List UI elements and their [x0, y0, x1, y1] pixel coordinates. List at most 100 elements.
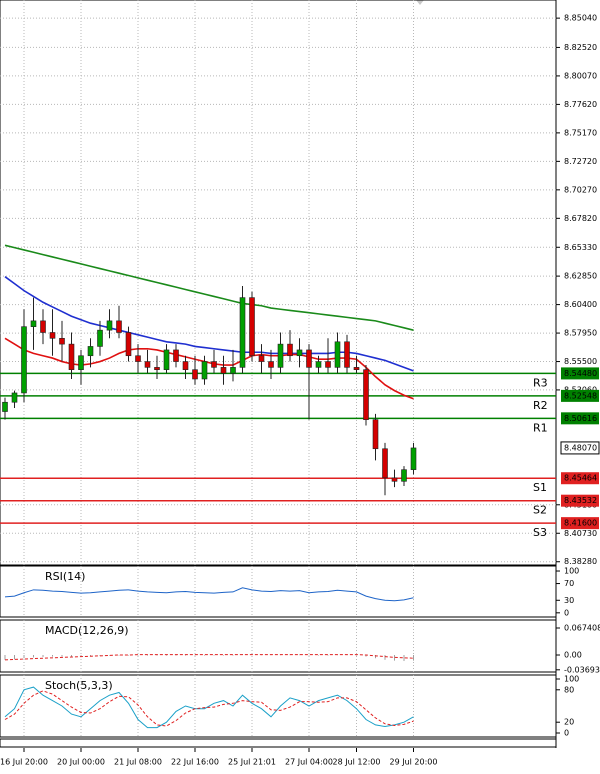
pivot-box	[561, 517, 599, 530]
candle-body	[163, 349, 170, 370]
candle-body	[78, 355, 84, 370]
macd-histogram-bar	[23, 655, 25, 659]
candle-body	[258, 355, 265, 362]
macd-histogram-bar	[356, 655, 357, 656]
macd-histogram-bar	[299, 654, 300, 656]
candle-body	[401, 469, 407, 482]
candle-body	[97, 329, 103, 347]
macd-histogram-bar	[403, 655, 405, 662]
candle-body	[49, 332, 56, 339]
macd-histogram-bar	[71, 655, 72, 657]
x-tick-label: 29 Jul 20:00	[390, 758, 438, 767]
macd-histogram-bar	[223, 655, 224, 656]
candle-body	[344, 341, 350, 368]
candle-body	[391, 477, 398, 482]
candle-body	[192, 369, 198, 380]
candle-body	[87, 346, 94, 357]
y-tick-label: 8.75170	[564, 128, 597, 137]
candle-body	[59, 338, 65, 345]
macd-histogram-bar	[185, 655, 186, 656]
y-tick-label: 30	[564, 596, 574, 605]
candle-body	[182, 361, 189, 370]
y-tick-label: 8.40730	[564, 529, 597, 538]
y-tick-label: 80	[564, 685, 574, 694]
candle-body	[353, 367, 360, 370]
macd-histogram-bar	[175, 655, 177, 656]
candle-body	[363, 369, 369, 420]
y-tick-label: 70	[564, 579, 574, 588]
pivot-name: R1	[533, 421, 548, 434]
pivot-label: 8.52548	[564, 391, 597, 400]
candle-body	[125, 332, 132, 357]
y-tick-label: 100	[564, 567, 579, 576]
macd-histogram-bar	[318, 655, 319, 656]
panel-title: Stoch(5,3,3)	[45, 679, 113, 692]
candle-body	[154, 367, 160, 370]
candle-body	[249, 297, 255, 357]
macd-histogram-bar	[147, 655, 148, 656]
pivot-label: 8.54480	[564, 369, 597, 378]
candle-body	[220, 367, 227, 374]
candle-body	[144, 361, 151, 368]
macd-histogram-bar	[413, 655, 414, 661]
macd-histogram-bar	[384, 655, 386, 660]
macd-histogram-bar	[365, 655, 367, 657]
macd-histogram-bar	[194, 655, 196, 656]
y-tick-label: 8.82520	[564, 43, 597, 52]
x-tick-label: 28 Jul 12:00	[333, 758, 381, 767]
macd-histogram-bar	[232, 655, 234, 656]
macd-histogram-bar	[327, 655, 329, 656]
panel-title: MACD(12,26,9)	[45, 624, 129, 637]
x-tick-label: 22 Jul 16:00	[171, 758, 219, 767]
x-tick-label: 16 Jul 20:00	[0, 758, 48, 767]
candle-body	[306, 349, 312, 368]
pivot-box	[561, 494, 599, 507]
macd-histogram-bar	[166, 655, 167, 656]
x-tick-label: 25 Jul 21:01	[228, 758, 276, 767]
macd-histogram-bar	[213, 655, 215, 656]
candle-body	[334, 341, 341, 368]
candle-body	[21, 326, 27, 394]
macd-histogram-bar	[118, 655, 120, 656]
rsi-values-line	[4, 587, 414, 602]
candle-body	[325, 361, 331, 368]
pivot-box	[561, 389, 599, 402]
candle-body	[230, 367, 236, 374]
pivot-name: S3	[533, 526, 547, 539]
candle-body	[106, 320, 113, 331]
y-tick-label: 8.80070	[564, 71, 597, 80]
candle-body	[239, 297, 246, 368]
macd-signal-line	[4, 654, 414, 661]
candle-body	[277, 343, 284, 368]
candle-body	[410, 447, 417, 470]
current-price-box	[560, 441, 600, 455]
y-tick-label: 8.55500	[564, 357, 597, 366]
y-tick-label: 8.77620	[564, 100, 597, 109]
macd-histogram-bar	[42, 655, 44, 658]
x-tick-label: 20 Jul 00:00	[57, 758, 105, 767]
pivot-label: 8.41600	[564, 519, 597, 528]
moving-average	[4, 244, 414, 331]
x-tick-label: 21 Jul 08:00	[114, 758, 162, 767]
y-tick-label: 8.67820	[564, 214, 597, 223]
y-tick-label: 0.067408	[564, 624, 600, 633]
candle-body	[287, 343, 293, 357]
pivot-name: S2	[533, 504, 547, 517]
y-tick-label: 8.60400	[564, 300, 597, 309]
pivot-box	[561, 472, 599, 485]
y-tick-label: 8.38280	[564, 557, 597, 566]
current-price-label: 8.48070	[564, 443, 597, 452]
macd-histogram-bar	[109, 655, 110, 656]
macd-histogram-bar	[61, 655, 63, 657]
candle-body	[382, 448, 388, 479]
pivot-box	[561, 412, 599, 425]
pivot-label: 8.50616	[564, 414, 597, 423]
macd-histogram-bar	[52, 655, 53, 657]
macd-histogram-bar	[33, 655, 34, 658]
y-tick-label: 8.72720	[564, 157, 597, 166]
panel-title: RSI(14)	[45, 570, 85, 583]
stoch-d-line	[4, 690, 414, 727]
pivot-name: S1	[533, 481, 547, 494]
